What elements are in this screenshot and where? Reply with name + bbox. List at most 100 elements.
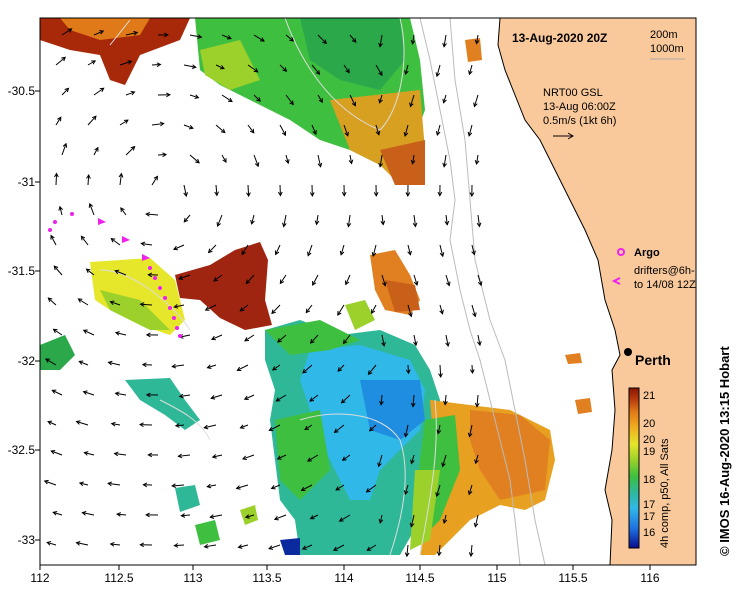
current-arrow bbox=[439, 304, 443, 314]
current-arrow-head bbox=[253, 68, 259, 73]
current-arrow-head bbox=[145, 332, 151, 338]
current-arrow bbox=[379, 34, 383, 47]
current-arrow-head bbox=[50, 449, 56, 455]
current-arrow-head bbox=[403, 490, 409, 496]
current-arrow bbox=[468, 424, 473, 437]
current-arrow-head bbox=[127, 60, 133, 65]
current-arrow-head bbox=[333, 428, 339, 434]
current-arrow bbox=[468, 484, 473, 495]
current-arrow bbox=[210, 514, 223, 518]
current-arrow-head bbox=[270, 485, 276, 490]
current-arrow-head bbox=[379, 400, 384, 406]
current-arrow-head bbox=[64, 87, 70, 93]
current-arrow bbox=[87, 115, 97, 126]
current-arrow-head bbox=[378, 518, 384, 524]
current-arrow bbox=[366, 544, 377, 551]
current-arrow bbox=[125, 146, 135, 156]
current-arrow bbox=[240, 424, 249, 429]
current-arrow bbox=[52, 389, 63, 396]
current-arrow-head bbox=[50, 234, 55, 240]
current-arrow bbox=[285, 154, 289, 164]
current-arrow-head bbox=[156, 62, 162, 68]
current-info-line2: 13-Aug 06:00Z bbox=[543, 101, 616, 113]
current-arrow-head bbox=[210, 335, 216, 341]
current-arrow-head bbox=[145, 392, 151, 398]
current-arrow bbox=[125, 32, 138, 36]
current-arrow-head bbox=[174, 423, 180, 428]
current-arrow-head bbox=[304, 425, 310, 431]
colorbar-tick: 21 bbox=[643, 390, 655, 402]
current-arrow-head bbox=[381, 341, 386, 347]
current-arrow bbox=[114, 453, 127, 456]
current-arrow bbox=[307, 244, 313, 256]
current-arrow-head bbox=[309, 515, 315, 520]
credit: © IMOS 16-Aug-2020 13:15 Hobart bbox=[717, 346, 732, 556]
current-arrow-head bbox=[254, 162, 260, 168]
current-arrow bbox=[339, 514, 351, 522]
current-arrow-head bbox=[474, 459, 479, 465]
current-arrow bbox=[175, 424, 185, 427]
current-arrow-head bbox=[443, 400, 448, 406]
current-arrow-head bbox=[289, 37, 295, 42]
current-arrow-head bbox=[268, 545, 274, 550]
current-arrow bbox=[47, 541, 57, 546]
land bbox=[497, 18, 696, 565]
current-arrow bbox=[115, 392, 127, 396]
current-arrow-head bbox=[243, 395, 249, 401]
current-arrow bbox=[349, 94, 356, 106]
current-arrow bbox=[207, 484, 217, 488]
current-arrow bbox=[407, 304, 412, 317]
current-arrow bbox=[215, 184, 218, 196]
current-arrow-head bbox=[345, 68, 350, 74]
current-arrow bbox=[151, 176, 158, 186]
current-arrow bbox=[245, 514, 255, 518]
current-arrow bbox=[83, 329, 95, 336]
axis-ticks bbox=[35, 90, 651, 570]
current-arrow-head bbox=[467, 490, 473, 496]
current-arrow-head bbox=[332, 546, 338, 551]
current-arrow bbox=[275, 244, 281, 255]
current-arrow-head bbox=[373, 192, 379, 197]
current-arrow-head bbox=[114, 269, 120, 275]
current-arrow bbox=[140, 303, 153, 306]
current-arrow-head bbox=[346, 222, 352, 228]
current-arrow-head bbox=[195, 158, 200, 164]
current-arrow-head bbox=[271, 366, 277, 371]
current-arrow bbox=[276, 394, 287, 402]
current-arrow bbox=[183, 214, 191, 223]
current-arrow-head bbox=[473, 102, 478, 108]
current-arrow bbox=[55, 117, 62, 126]
current-arrow-head bbox=[109, 541, 115, 547]
colorbar-tick: 20 bbox=[643, 418, 655, 430]
current-arrow bbox=[119, 119, 129, 126]
current-arrow bbox=[204, 544, 217, 548]
current-arrow-head bbox=[322, 39, 327, 45]
current-arrow bbox=[108, 482, 121, 486]
current-arrow-head bbox=[244, 514, 250, 519]
current-arrow-head bbox=[317, 162, 323, 168]
current-arrow bbox=[247, 64, 259, 73]
current-arrow-head bbox=[138, 422, 144, 428]
current-arrow-head bbox=[82, 390, 88, 395]
current-arrow-head bbox=[99, 30, 105, 35]
current-arrow bbox=[436, 124, 441, 136]
current-arrow-head bbox=[77, 298, 83, 303]
current-arrow bbox=[55, 56, 66, 66]
current-arrow bbox=[79, 482, 89, 486]
current-arrow-head bbox=[114, 391, 120, 397]
current-arrow-head bbox=[405, 369, 411, 375]
current-arrow bbox=[239, 304, 249, 312]
current-arrow bbox=[120, 207, 127, 216]
current-arrow-head bbox=[305, 308, 311, 314]
current-arrow-head bbox=[139, 542, 145, 548]
colorbar-tick: 16 bbox=[643, 527, 655, 539]
current-arrow-head bbox=[306, 457, 312, 462]
current-arrow bbox=[347, 214, 351, 227]
current-arrow bbox=[253, 154, 259, 167]
current-arrow-head bbox=[46, 541, 52, 546]
current-arrow bbox=[283, 214, 287, 227]
current-arrow-head bbox=[469, 369, 475, 375]
depth-legend-200: 200m bbox=[650, 29, 678, 41]
current-arrow bbox=[410, 514, 415, 527]
current-arrow bbox=[305, 304, 313, 313]
